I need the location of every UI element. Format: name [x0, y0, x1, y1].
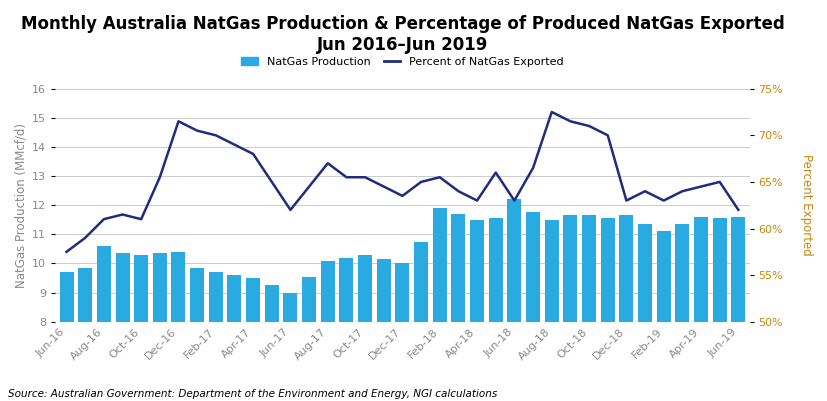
Bar — [619, 215, 633, 401]
Legend: NatGas Production, Percent of NatGas Exported: NatGas Production, Percent of NatGas Exp… — [237, 52, 567, 71]
Bar — [208, 272, 222, 401]
Bar — [712, 218, 726, 401]
Bar — [433, 208, 447, 401]
Bar — [525, 213, 539, 401]
Bar — [638, 224, 651, 401]
Bar — [693, 217, 707, 401]
Bar — [675, 224, 689, 401]
Text: Source: Australian Government: Department of the Environment and Energy, NGI cal: Source: Australian Government: Departmen… — [8, 389, 497, 399]
Bar — [600, 218, 614, 401]
Bar — [507, 199, 521, 401]
Bar — [153, 253, 166, 401]
Bar — [227, 275, 241, 401]
Bar — [302, 277, 316, 401]
Bar — [358, 255, 371, 401]
Bar — [544, 220, 558, 401]
Bar — [171, 252, 185, 401]
Bar — [320, 261, 334, 401]
Bar — [581, 215, 595, 401]
Bar — [562, 215, 576, 401]
Bar — [339, 257, 353, 401]
Bar — [656, 231, 670, 401]
Title: Monthly Australia NatGas Production & Percentage of Produced NatGas Exported
Jun: Monthly Australia NatGas Production & Pe… — [21, 15, 783, 54]
Bar — [376, 259, 390, 401]
Bar — [265, 286, 279, 401]
Bar — [246, 278, 260, 401]
Bar — [414, 242, 428, 401]
Y-axis label: Percent Exported: Percent Exported — [799, 154, 812, 256]
Bar — [470, 220, 484, 401]
Bar — [395, 263, 409, 401]
Y-axis label: NatGas Production (MMcf/d): NatGas Production (MMcf/d) — [15, 123, 28, 288]
Bar — [78, 268, 92, 401]
Bar — [60, 272, 74, 401]
Bar — [283, 293, 297, 401]
Bar — [451, 214, 465, 401]
Bar — [97, 246, 111, 401]
Bar — [115, 253, 129, 401]
Bar — [488, 218, 502, 401]
Bar — [190, 268, 204, 401]
Bar — [134, 255, 148, 401]
Bar — [730, 217, 744, 401]
